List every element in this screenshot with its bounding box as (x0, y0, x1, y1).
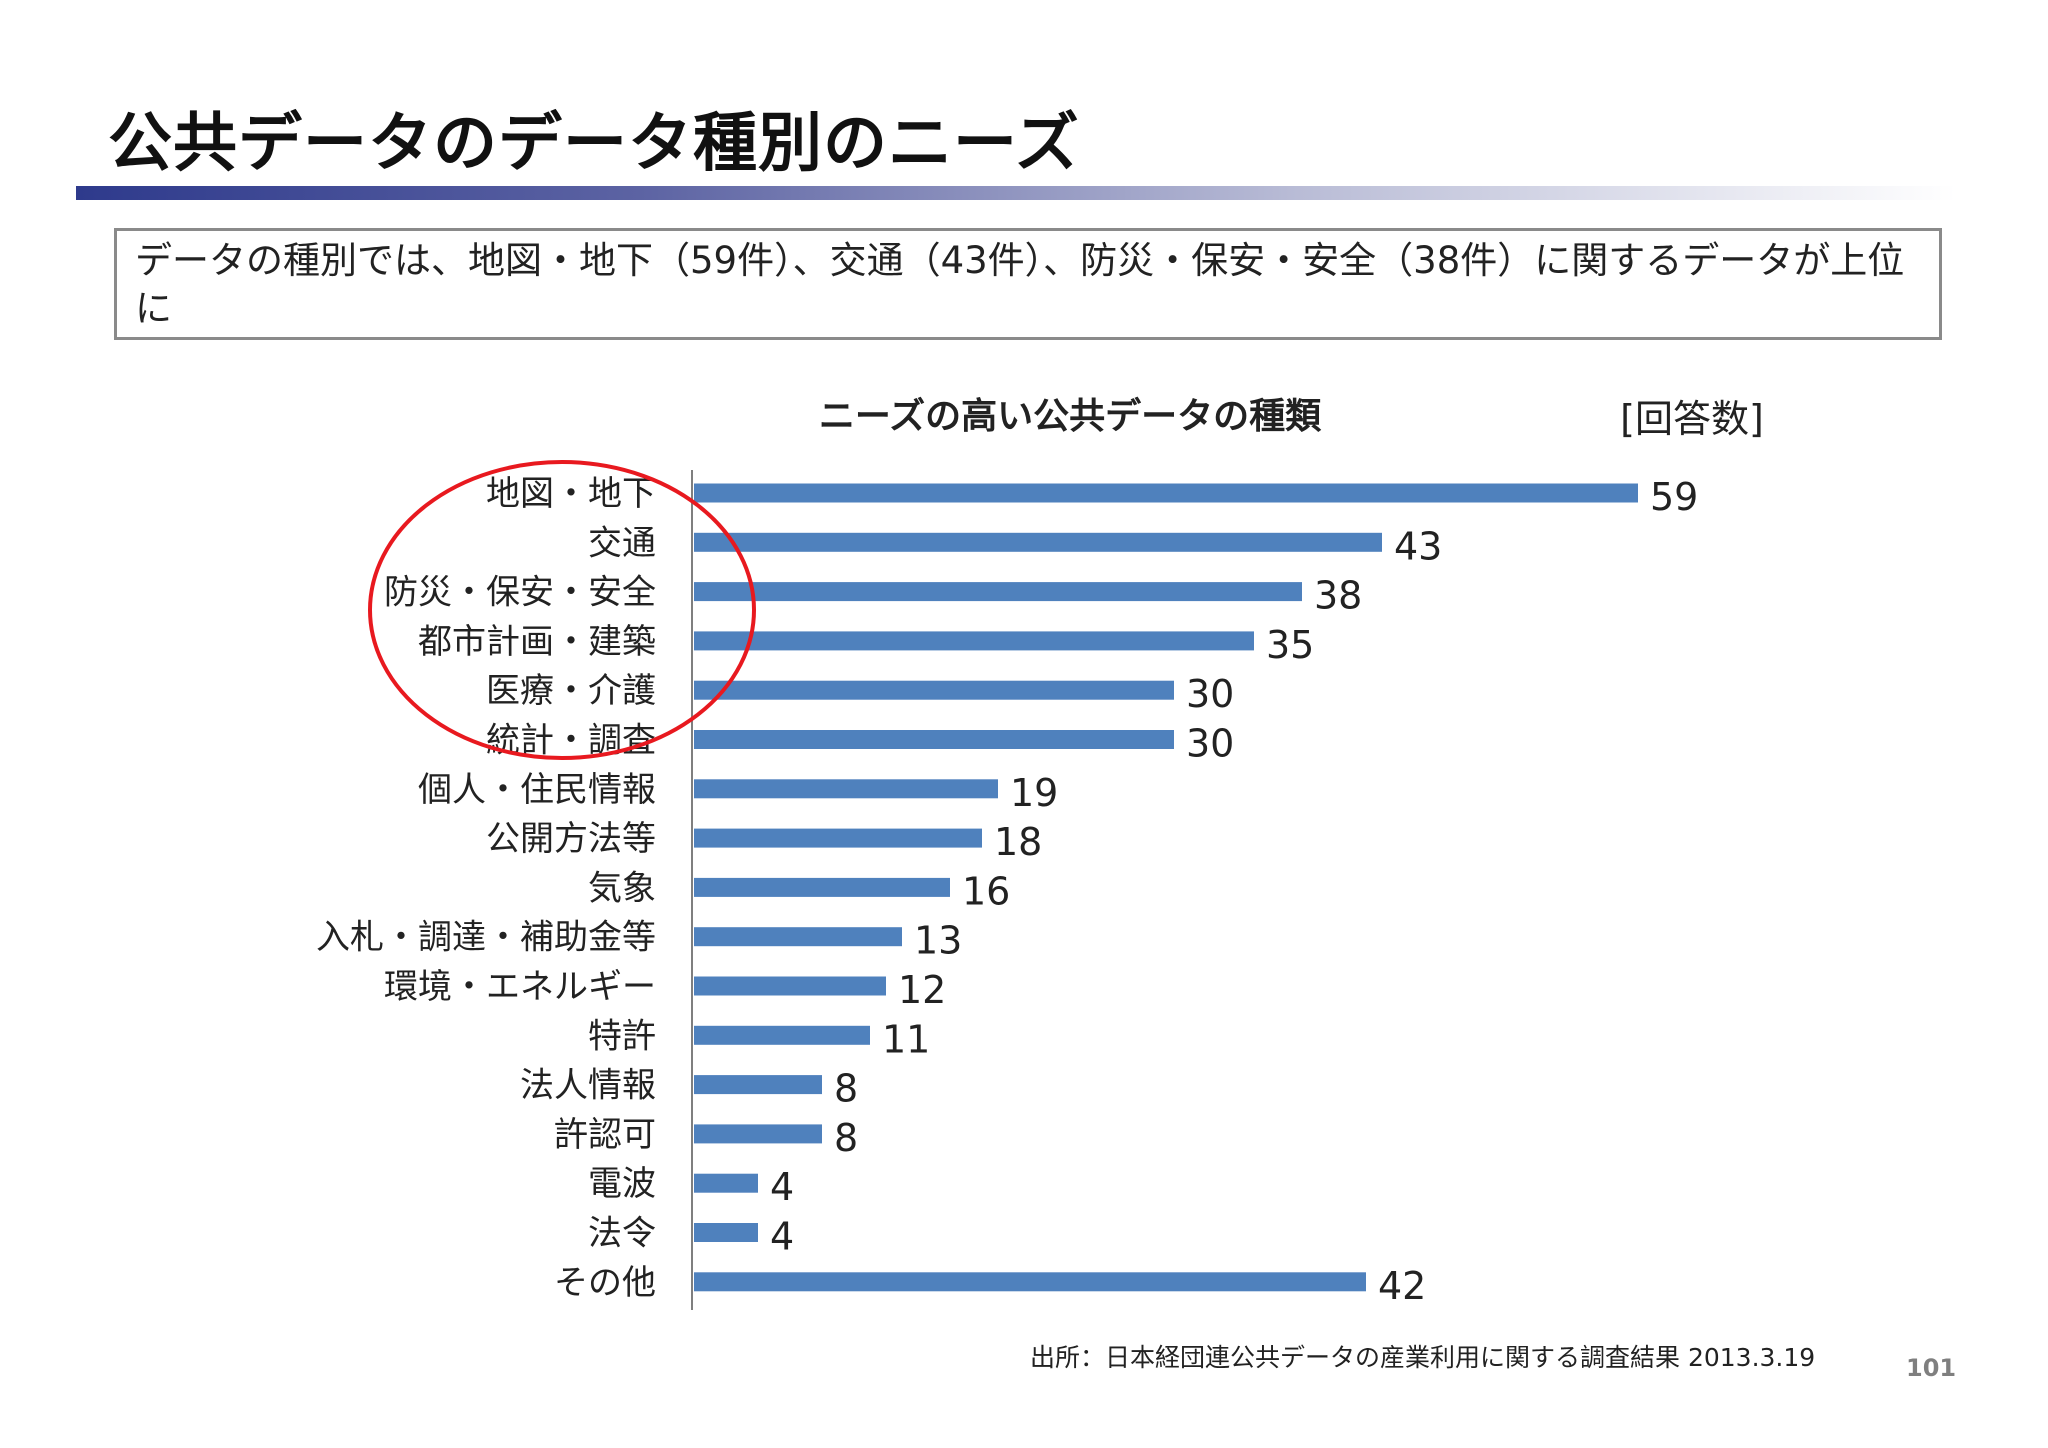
category-label: 医療・介護 (486, 671, 656, 711)
source-footnote: 出所：日本経団連公共データの産業利用に関する調査結果 2013.3.19 (1030, 1343, 1816, 1372)
bar (694, 877, 950, 897)
category-label: その他 (554, 1263, 656, 1303)
bar (694, 976, 886, 996)
bar-value-label: 59 (1650, 475, 1698, 519)
bar-value-label: 18 (994, 820, 1042, 864)
slide-title: 公共データのデータ種別のニーズ (108, 107, 1080, 181)
bar-value-label: 42 (1378, 1264, 1426, 1308)
bar-value-label: 43 (1394, 524, 1442, 568)
summary-text: データの種別では、地図・地下（59件）、交通（43件）、防災・保安・安全（38件… (135, 239, 1905, 330)
bar (694, 730, 1174, 749)
category-label: 環境・エネルギー (384, 967, 656, 1007)
bar (694, 779, 998, 799)
bar-value-label: 30 (1186, 672, 1234, 716)
category-label: 気象 (588, 868, 656, 908)
bar (694, 1272, 1366, 1292)
chart-title: ニーズの高い公共データの種類 (819, 395, 1322, 437)
bar-value-label: 4 (770, 1165, 794, 1209)
bar (694, 1223, 758, 1242)
title-underline (76, 186, 1956, 200)
bar (694, 828, 982, 848)
bar (694, 582, 1302, 602)
bar (694, 1075, 822, 1095)
bar (694, 532, 1382, 552)
bar (694, 631, 1254, 651)
category-label: 特許 (588, 1016, 656, 1056)
bar (694, 680, 1174, 700)
category-label: 都市計画・建築 (418, 622, 656, 662)
bar-value-label: 12 (898, 968, 946, 1012)
bar-value-label: 35 (1266, 623, 1314, 667)
category-label: 許認可 (554, 1115, 656, 1155)
bar-value-label: 4 (770, 1215, 794, 1259)
bar-value-label: 8 (834, 1067, 858, 1111)
page-number: 101 (1906, 1354, 1957, 1382)
category-label: 個人・住民情報 (418, 770, 656, 810)
category-label: 公開方法等 (486, 819, 656, 859)
category-label: 電波 (588, 1164, 656, 1204)
bar-value-label: 8 (834, 1116, 858, 1160)
bar-value-label: 16 (962, 869, 1010, 913)
category-label: 法人情報 (520, 1066, 656, 1106)
unit-label: [回答数] (1620, 397, 1764, 441)
highlight-ellipse (368, 460, 756, 760)
bar (694, 1025, 870, 1045)
category-label: 法令 (588, 1214, 656, 1254)
category-label: 地図・地下 (486, 474, 656, 514)
bar (694, 1124, 822, 1144)
bar (694, 483, 1638, 503)
bar-value-label: 13 (914, 919, 962, 963)
bar (694, 927, 902, 947)
summary-box: データの種別では、地図・地下（59件）、交通（43件）、防災・保安・安全（38件… (114, 228, 1942, 340)
category-label: 入札・調達・補助金等 (316, 918, 656, 958)
bar-value-label: 19 (1010, 771, 1058, 815)
bar (694, 1173, 758, 1193)
category-label: 交通 (588, 523, 656, 563)
category-label: 防災・保安・安全 (384, 573, 656, 613)
bar-value-label: 38 (1314, 574, 1362, 618)
bar-value-label: 11 (882, 1017, 930, 1061)
bar-value-label: 30 (1186, 722, 1234, 766)
